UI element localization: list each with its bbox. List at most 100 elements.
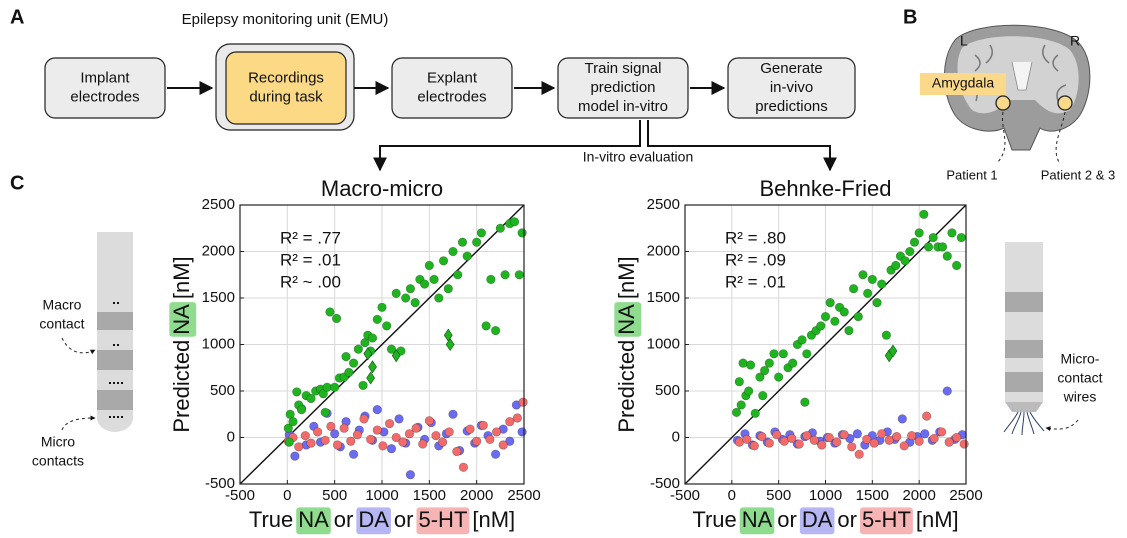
axis-label-part: [nM] bbox=[472, 507, 515, 532]
point bbox=[900, 256, 910, 266]
point bbox=[517, 228, 527, 238]
x-tick-label: -500 bbox=[670, 487, 700, 504]
point bbox=[769, 349, 779, 359]
point bbox=[331, 313, 342, 324]
pointer bbox=[1055, 111, 1066, 165]
point bbox=[736, 400, 746, 410]
point bbox=[764, 438, 774, 448]
point bbox=[498, 440, 508, 450]
point bbox=[869, 438, 879, 448]
point bbox=[391, 432, 401, 443]
group-label: Epilepsy monitoring unit (EMU) bbox=[182, 11, 389, 28]
annotation: R² = .80 bbox=[725, 228, 786, 247]
point bbox=[787, 433, 797, 444]
point bbox=[888, 344, 898, 358]
point bbox=[757, 431, 767, 442]
point bbox=[919, 209, 929, 219]
point bbox=[514, 270, 524, 280]
chart-title: Macro-micro bbox=[321, 176, 443, 201]
point bbox=[952, 432, 962, 443]
point bbox=[505, 436, 515, 446]
point bbox=[755, 372, 765, 382]
axis-label-row: True NA or DA or 5-HT [nM] bbox=[692, 507, 959, 535]
flow-node bbox=[44, 57, 166, 119]
point bbox=[922, 411, 932, 421]
axis-label-part: [nM] bbox=[614, 256, 639, 299]
point bbox=[481, 321, 491, 331]
point bbox=[384, 418, 395, 429]
flow-node-label: prediction bbox=[590, 79, 655, 96]
behnke-fried-electrode bbox=[1003, 242, 1079, 436]
point bbox=[330, 382, 340, 392]
point bbox=[937, 242, 948, 252]
plot-frame bbox=[684, 204, 967, 485]
hemisphere-label: R bbox=[1070, 33, 1080, 49]
point bbox=[346, 436, 356, 446]
point bbox=[326, 421, 336, 431]
x-tick-label: 500 bbox=[322, 487, 347, 504]
electrode-site bbox=[1057, 95, 1073, 111]
point bbox=[453, 270, 463, 280]
point bbox=[952, 260, 962, 271]
point bbox=[349, 358, 359, 368]
point bbox=[424, 260, 434, 271]
point bbox=[372, 314, 382, 324]
hemisphere-label: L bbox=[960, 33, 968, 49]
evaluation-label: In-vitro evaluation bbox=[583, 149, 694, 165]
point bbox=[947, 228, 957, 238]
x-tick-label: 1000 bbox=[809, 487, 842, 504]
flow-node-label: Explant bbox=[427, 69, 478, 86]
point bbox=[867, 274, 877, 285]
point bbox=[296, 405, 307, 415]
point bbox=[491, 325, 501, 336]
point bbox=[942, 251, 952, 261]
x-tick-label: 1500 bbox=[413, 487, 446, 504]
point bbox=[764, 358, 774, 368]
point bbox=[839, 307, 849, 317]
label-highlight bbox=[614, 302, 642, 337]
point bbox=[909, 237, 920, 247]
x-tick-label: 2000 bbox=[902, 487, 935, 504]
point bbox=[398, 437, 408, 447]
axis-label-part: NA bbox=[742, 507, 773, 532]
label-highlight bbox=[169, 302, 197, 337]
axis-label: True NA or DA or 5-HT [nM] bbox=[249, 507, 515, 535]
patient-label: Patient 2 & 3 bbox=[1041, 167, 1115, 182]
label-highlight bbox=[296, 507, 331, 535]
point bbox=[358, 380, 368, 391]
flow-node-label: model in-vitro bbox=[578, 98, 668, 115]
point bbox=[476, 228, 487, 238]
point bbox=[401, 293, 411, 303]
point bbox=[448, 409, 458, 419]
point bbox=[862, 434, 872, 444]
point bbox=[344, 367, 354, 378]
point bbox=[760, 365, 770, 376]
point bbox=[320, 407, 330, 417]
point bbox=[386, 444, 397, 454]
point bbox=[929, 433, 939, 444]
point bbox=[825, 298, 835, 308]
y-tick-label: 0 bbox=[227, 428, 235, 445]
point bbox=[472, 237, 482, 247]
point bbox=[778, 349, 788, 359]
point bbox=[366, 434, 376, 444]
point bbox=[465, 424, 475, 434]
flow-node-label: in-vivo bbox=[770, 79, 813, 96]
point bbox=[349, 449, 359, 459]
point bbox=[288, 417, 298, 427]
electrode-site bbox=[995, 95, 1011, 111]
point bbox=[914, 436, 924, 446]
point bbox=[443, 284, 453, 294]
point bbox=[382, 321, 392, 331]
label-highlight bbox=[799, 507, 835, 535]
point bbox=[294, 442, 304, 452]
annotation: R² ~ .00 bbox=[280, 272, 341, 291]
x-tick-label: 2500 bbox=[949, 487, 982, 504]
point bbox=[944, 437, 954, 447]
x-tick-label: 500 bbox=[766, 487, 791, 504]
point bbox=[405, 470, 416, 480]
point bbox=[445, 337, 455, 352]
point bbox=[758, 391, 768, 401]
axis-label-row: Predicted NA [nM] bbox=[614, 256, 642, 433]
point bbox=[377, 302, 387, 312]
